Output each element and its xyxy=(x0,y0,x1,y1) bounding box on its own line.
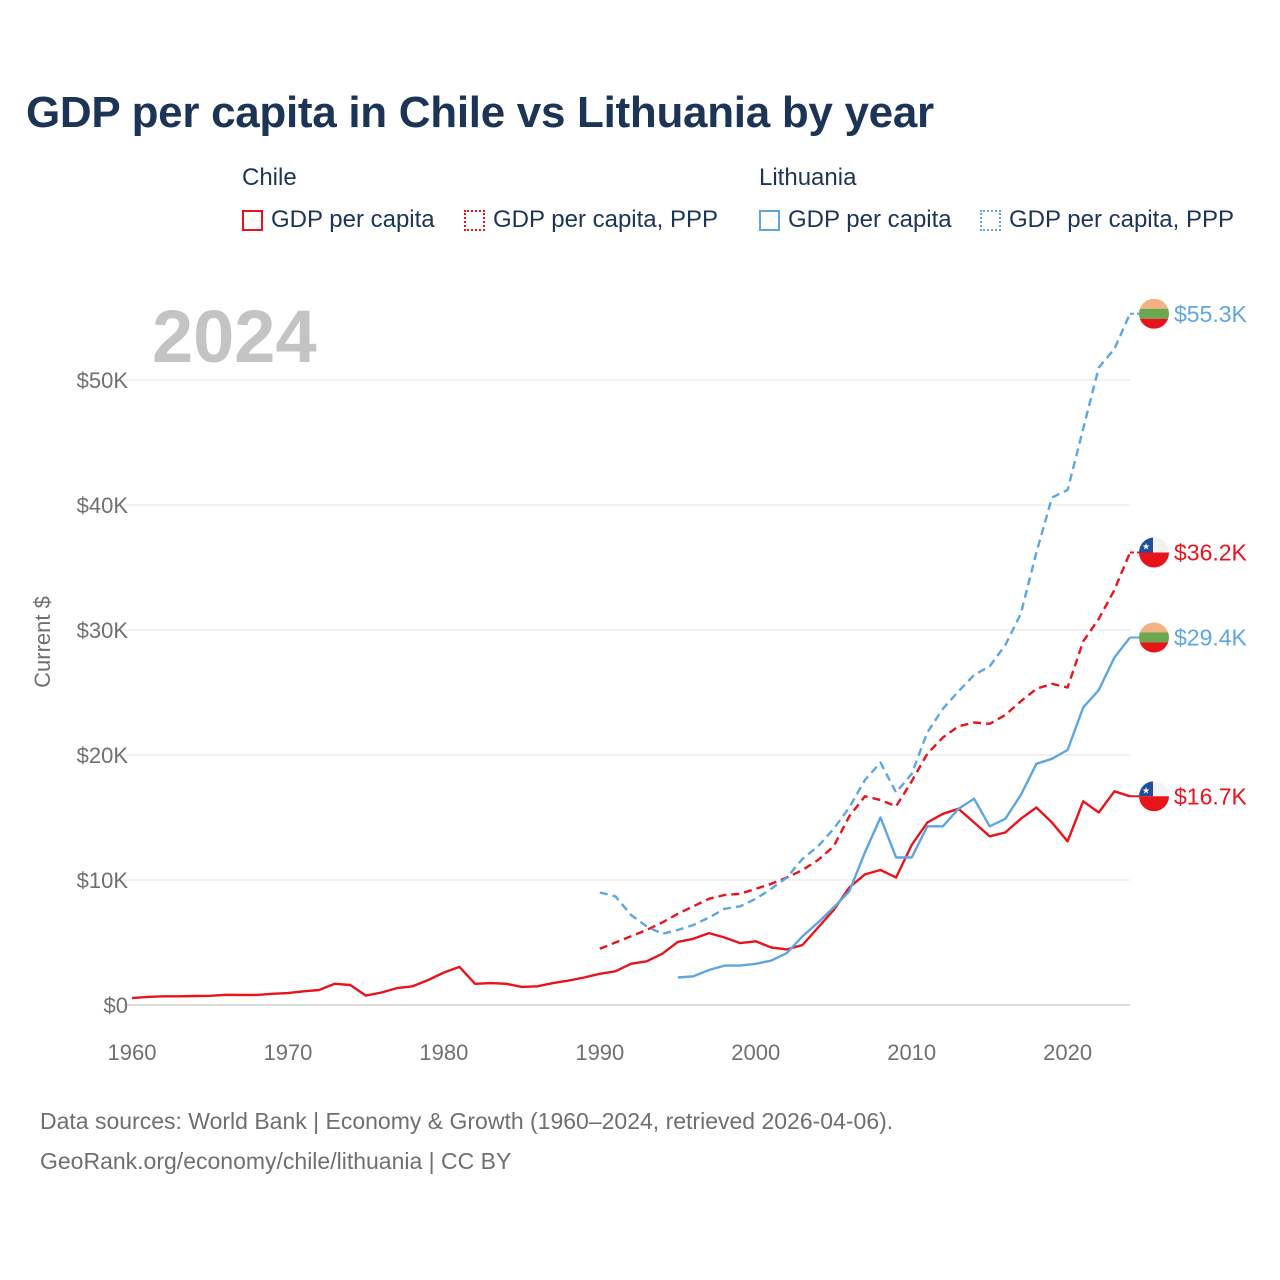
lithuania-flag-icon xyxy=(1139,622,1169,653)
series-line-chile-gdp-per-capita[interactable] xyxy=(131,790,1131,1000)
x-tick-label: 1960 xyxy=(108,1040,157,1065)
series-line-lithuania-gdp-per-capita-ppp[interactable] xyxy=(599,313,1132,935)
legend-group-chile: Chile xyxy=(242,164,297,191)
x-tick-label: 2020 xyxy=(1043,1040,1092,1065)
solid-line-swatch-icon xyxy=(242,209,263,231)
y-axis-label: Current $ xyxy=(30,596,55,688)
legend-item-label: GDP per capita xyxy=(788,206,952,233)
footer-credit[interactable]: GeoRank.org/economy/chile/lithuania | CC… xyxy=(40,1148,512,1174)
end-value-label: $29.4K xyxy=(1174,625,1248,651)
legend-item-label: GDP per capita, PPP xyxy=(1009,206,1234,233)
x-tick-label: 1970 xyxy=(263,1040,312,1065)
solid-line-swatch-icon xyxy=(759,209,780,231)
end-value-label: $55.3K xyxy=(1174,301,1248,327)
series-line-lithuania-gdp-per-capita[interactable] xyxy=(677,636,1131,979)
x-tick-label: 1980 xyxy=(419,1040,468,1065)
svg-text:★: ★ xyxy=(1142,785,1150,795)
legend-item-label: GDP per capita xyxy=(271,206,435,233)
svg-text:★: ★ xyxy=(1142,542,1150,552)
y-tick-label: $0 xyxy=(104,993,128,1018)
legend-item-lithuania-gdp[interactable]: GDP per capita xyxy=(759,206,952,234)
year-watermark: 2024 xyxy=(152,295,317,378)
dotted-line-swatch-icon xyxy=(464,209,485,231)
legend-group-lithuania: Lithuania xyxy=(759,164,857,191)
footer-sources: Data sources: World Bank | Economy & Gro… xyxy=(40,1108,894,1134)
x-tick-label: 2000 xyxy=(731,1040,780,1065)
chile-flag-icon: ★ xyxy=(1139,537,1169,568)
legend-item-label: GDP per capita, PPP xyxy=(493,206,718,233)
lithuania-flag-icon xyxy=(1139,298,1169,329)
dotted-line-swatch-icon xyxy=(980,209,1001,231)
series-line-chile-gdp-per-capita-ppp[interactable] xyxy=(599,552,1132,950)
chile-flag-icon: ★ xyxy=(1139,781,1169,812)
legend-item-chile-gdp-ppp[interactable]: GDP per capita, PPP xyxy=(464,206,718,234)
y-tick-label: $20K xyxy=(77,743,129,768)
line-chart: 2024 $0 $10K $20K $30K $40K $50K 1960 1970 1980 1… xyxy=(30,295,1248,1065)
end-value-label: $16.7K xyxy=(1174,783,1248,809)
y-tick-label: $10K xyxy=(77,868,129,893)
x-tick-label: 1990 xyxy=(575,1040,624,1065)
y-tick-label: $30K xyxy=(77,618,129,643)
end-value-label: $36.2K xyxy=(1174,540,1248,566)
chart-title: GDP per capita in Chile vs Lithuania by … xyxy=(26,88,934,137)
x-tick-label: 2010 xyxy=(887,1040,936,1065)
legend-item-lithuania-gdp-ppp[interactable]: GDP per capita, PPP xyxy=(980,206,1234,234)
y-tick-label: $50K xyxy=(77,368,129,393)
y-tick-label: $40K xyxy=(77,493,129,518)
legend-item-chile-gdp[interactable]: GDP per capita xyxy=(242,206,435,234)
